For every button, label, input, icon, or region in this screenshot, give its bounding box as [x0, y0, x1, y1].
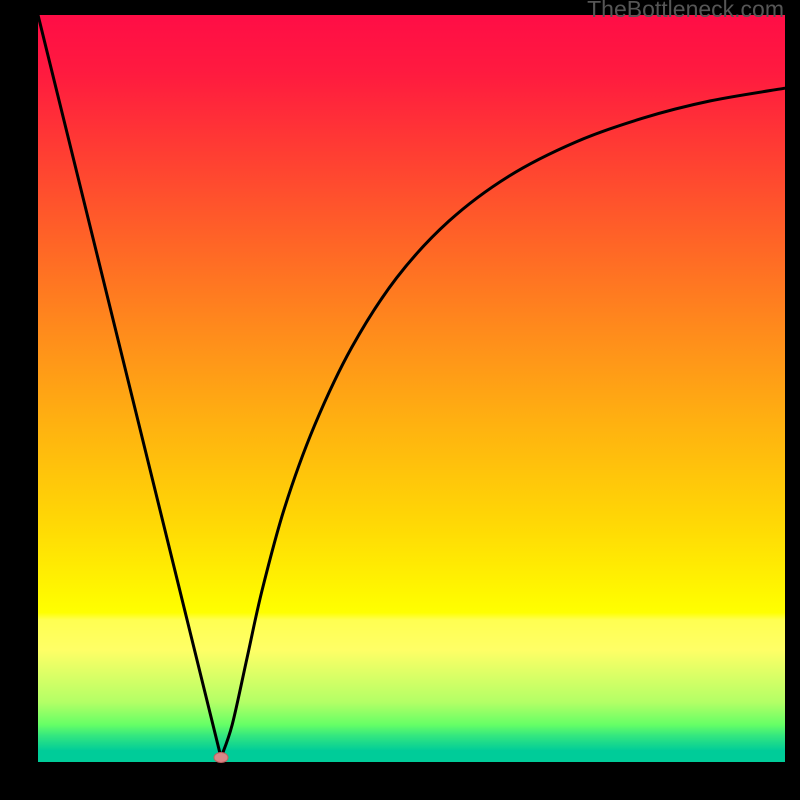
chart-container: TheBottleneck.com [0, 0, 800, 800]
chart-svg [0, 0, 800, 800]
curve-minimum-marker [214, 753, 228, 763]
watermark-text: TheBottleneck.com [587, 0, 784, 23]
plot-area [38, 15, 785, 762]
